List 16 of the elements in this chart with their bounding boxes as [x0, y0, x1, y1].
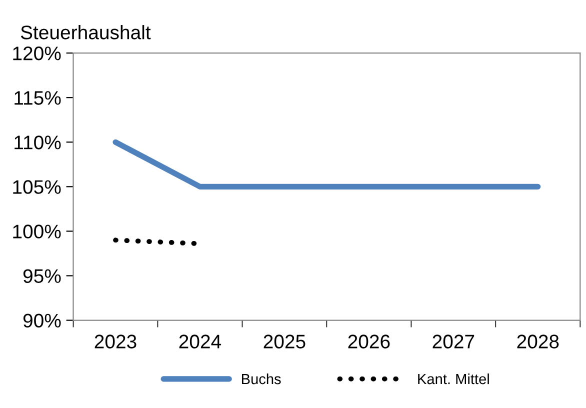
- y-tick-label: 90%: [23, 314, 61, 328]
- chart-title: Steuerhaushalt: [20, 25, 151, 40]
- x-tick-label: 2024: [179, 334, 222, 348]
- y-tick-label: 120%: [13, 46, 61, 60]
- x-tick-label: 2027: [432, 334, 474, 348]
- y-tick-label: 115%: [14, 91, 61, 105]
- x-tick-label: 2026: [348, 334, 390, 348]
- x-tick-label: 2028: [517, 334, 559, 348]
- legend-label: Kant. Mittel: [418, 373, 489, 384]
- y-tick-label: 105%: [13, 180, 61, 194]
- y-tick-label: 110%: [14, 136, 61, 150]
- y-tick-label: 100%: [13, 224, 61, 238]
- x-tick-label: 2023: [94, 334, 136, 348]
- x-tick-label: 2025: [264, 334, 306, 348]
- y-tick-label: 95%: [23, 269, 61, 283]
- legend-label: Buchs: [242, 373, 281, 384]
